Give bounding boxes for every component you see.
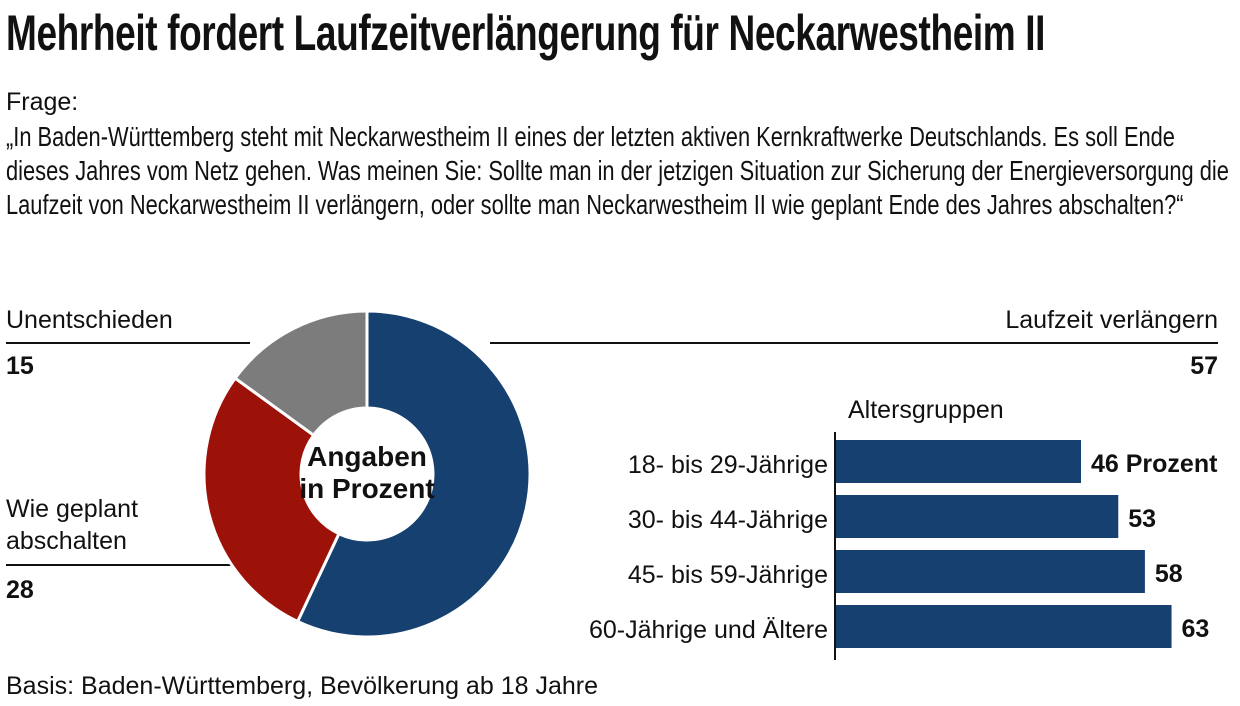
slice-label-laufzeit: Laufzeit verlängern [1005,306,1218,334]
donut-slice-unentschieden [233,309,369,438]
chart-title: Mehrheit fordert Laufzeitverlängerung fü… [6,5,1046,61]
bar-category-label: 30- bis 44-Jährige [628,506,828,534]
slice-label-unentschieden: Unentschieden [6,306,173,334]
donut-slice-laufzeit-verlängern [295,309,532,639]
question-text: „In Baden-Württemberg steht mit Neckarwe… [6,121,1229,220]
slice-label-abschalten: Wie geplant abschalten [6,495,139,555]
bar-category-label: 45- bis 59-Jährige [628,561,828,589]
slice-value-laufzeit: 57 [1190,352,1218,380]
leader-line-laufzeit [490,342,1218,344]
donut-slice-wie-geplant-abschalten [202,376,341,624]
question-label: Frage: [6,88,79,116]
leader-line-unentschieden [6,342,250,344]
leader-line-abschalten [6,564,256,566]
bar-value-label: 58 [1155,560,1183,588]
bar-value-label: 46 Prozent [1091,450,1218,478]
bar-chart-title: Altersgruppen [848,396,1004,424]
slice-value-abschalten: 28 [6,576,34,604]
bar-2 [836,495,1119,538]
bar-category-label: 60-Jährige und Ältere [589,616,828,644]
bar-category-label: 18- bis 29-Jährige [628,451,828,479]
slice-value-unentschieden: 15 [6,352,34,380]
donut-center-label: Angaben [307,441,427,472]
donut-center-label: in Prozent [299,473,434,504]
bar-3 [836,550,1145,593]
bar-4 [836,605,1172,648]
bar-1 [836,440,1081,483]
bar-value-label: 63 [1182,615,1210,643]
bar-value-label: 53 [1128,505,1156,533]
source-note: Basis: Baden-Württemberg, Bevölkerung ab… [6,672,598,700]
